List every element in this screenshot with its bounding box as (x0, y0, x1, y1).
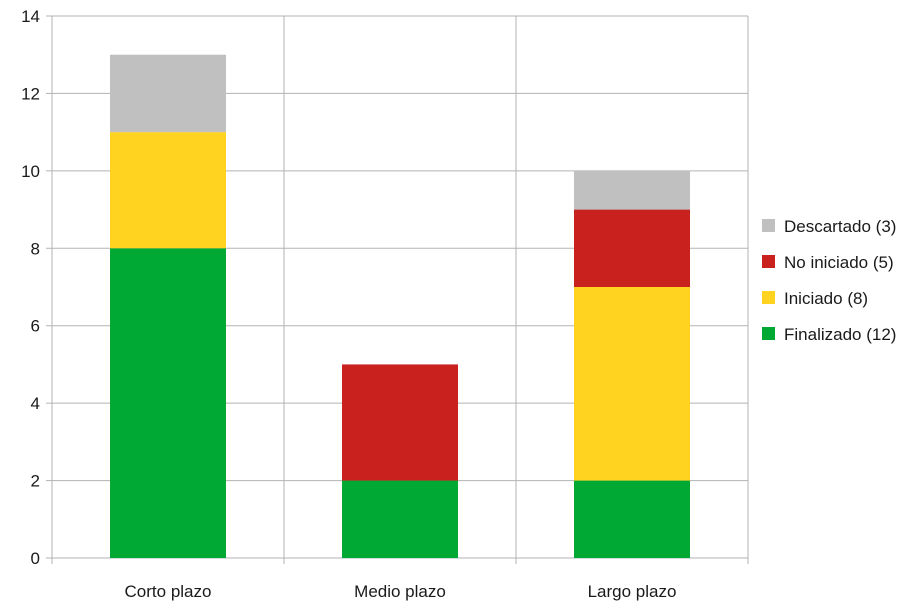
bar-segment (574, 480, 690, 558)
x-tick-label: Corto plazo (125, 582, 212, 601)
legend-label: Finalizado (12) (784, 325, 896, 344)
x-tick-label: Largo plazo (588, 582, 677, 601)
bar-segment (342, 480, 458, 558)
y-tick-label: 14 (21, 7, 40, 26)
legend-label: Descartado (3) (784, 217, 896, 236)
bar-segment (110, 248, 226, 559)
y-tick-label: 4 (31, 394, 40, 413)
y-tick-label: 0 (31, 549, 40, 568)
legend-swatch (762, 219, 775, 232)
bar-segment (574, 287, 690, 481)
legend-label: No iniciado (5) (784, 253, 894, 272)
bar-segment (342, 364, 458, 481)
y-tick-label: 2 (31, 472, 40, 491)
bar-segment (574, 209, 690, 287)
legend-swatch (762, 291, 775, 304)
y-tick-label: 10 (21, 162, 40, 181)
legend-label: Iniciado (8) (784, 289, 868, 308)
bar-segment (574, 170, 690, 210)
bar-segment (110, 132, 226, 249)
legend-swatch (762, 327, 775, 340)
legend-swatch (762, 255, 775, 268)
y-tick-label: 6 (31, 317, 40, 336)
bar-segment (110, 54, 226, 133)
x-tick-label: Medio plazo (354, 582, 446, 601)
y-tick-label: 12 (21, 84, 40, 103)
y-tick-label: 8 (31, 239, 40, 258)
